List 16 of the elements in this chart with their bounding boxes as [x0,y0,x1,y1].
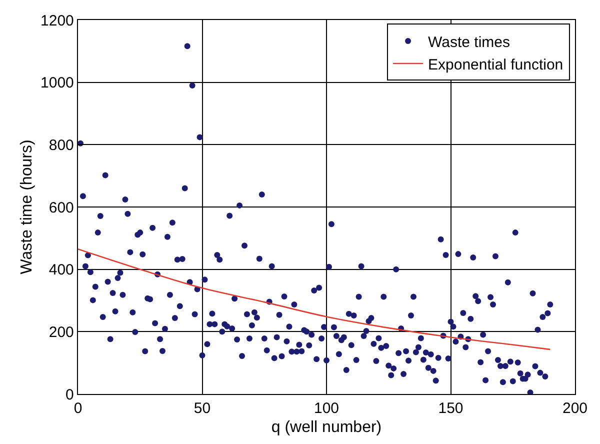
y-tick-label: 800 [48,136,74,154]
x-tick-label: 200 [562,400,588,418]
y-tick-label: 1200 [40,12,74,30]
y-tick-label: 600 [48,199,74,216]
y-tick-label: 200 [48,324,74,341]
x-tick-label: 100 [314,400,340,418]
x-axis-title: q (well number) [271,418,382,436]
x-tick-label: 50 [194,400,211,418]
legend-label: Waste times [428,34,510,51]
x-tick-label: 150 [438,400,464,418]
y-axis-title: Waste time (hours) [18,140,36,274]
legend-label: Exponential function [428,56,564,74]
y-tick-label: 400 [48,262,74,279]
y-tick-label: 1000 [40,74,74,92]
y-tick-label: 0 [66,386,74,404]
line-series [78,248,551,350]
